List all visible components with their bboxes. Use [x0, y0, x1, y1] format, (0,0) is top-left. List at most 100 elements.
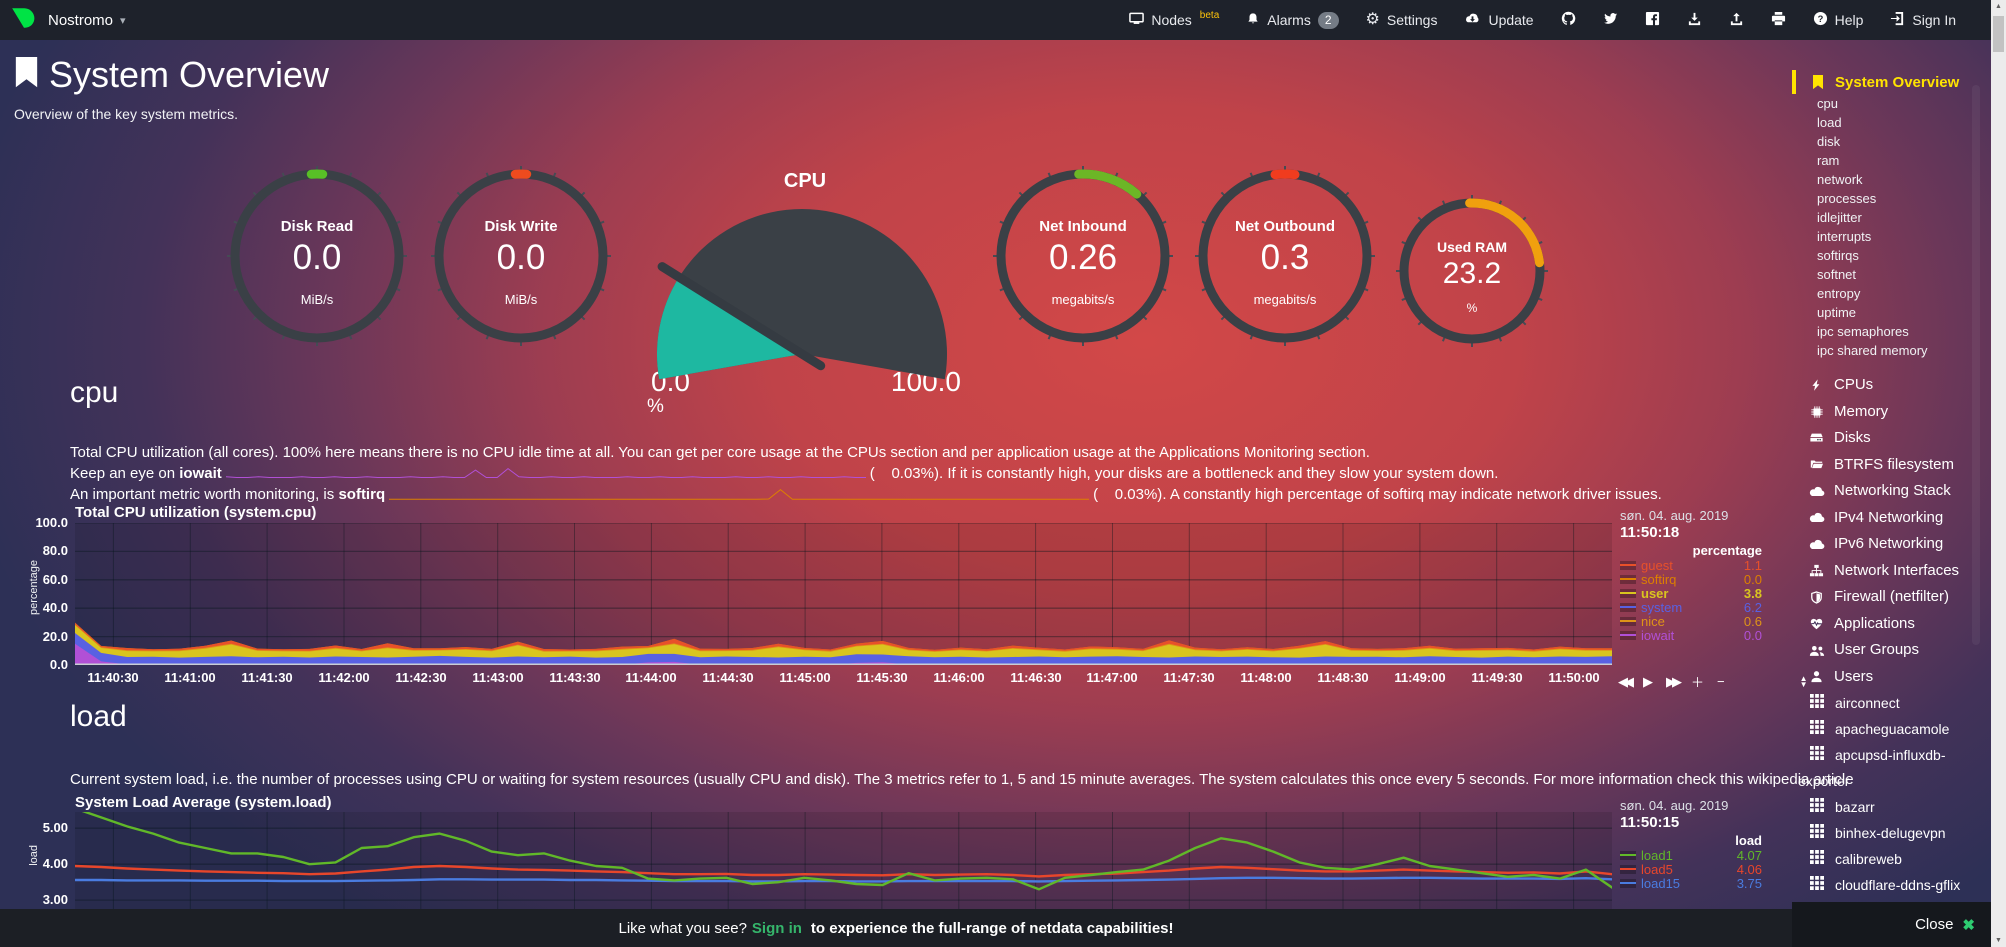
alarms-button[interactable]: Alarms 2	[1246, 11, 1339, 29]
sidebar-item-softnet[interactable]: softnet	[1792, 265, 1991, 284]
github-icon	[1561, 11, 1576, 29]
page-scrollbar[interactable]: ▲ ▼	[1991, 0, 2006, 947]
net-inbound-gauge[interactable]: Net Inbound 0.26 megabits/s	[993, 166, 1173, 346]
sidebar-item-label: softnet	[1817, 267, 1857, 282]
sidebar-item-ipc-semaphores[interactable]: ipc semaphores	[1792, 322, 1991, 341]
sidebar-item-user-groups[interactable]: User Groups	[1792, 637, 1991, 664]
disk-write-gauge[interactable]: Disk Write 0.0 MiB/s	[431, 166, 611, 346]
sidebar-item-label: Network Interfaces	[1834, 561, 1960, 579]
help-button[interactable]: ? Help	[1813, 11, 1863, 29]
help-icon: ?	[1813, 11, 1828, 29]
legend-row-guest[interactable]: guest 1.1	[1620, 558, 1762, 573]
cpu-chart-plot[interactable]	[75, 522, 1612, 666]
cpu-section-heading: cpu	[70, 376, 119, 409]
sidebar-item-label: IPv4 Networking	[1834, 508, 1944, 526]
sidebar-item-entropy[interactable]: entropy	[1792, 284, 1991, 303]
print-button[interactable]	[1771, 11, 1786, 29]
used-ram-gauge[interactable]: Used RAM 23.2 %	[1396, 195, 1548, 347]
sidebar-item-cpu[interactable]: cpu	[1792, 94, 1991, 113]
sidebar-scrollbar[interactable]	[1972, 85, 1980, 645]
banner-text: Like what you see?	[618, 919, 747, 937]
sidebar-item-softirqs[interactable]: softirqs	[1792, 246, 1991, 265]
scroll-thumb[interactable]	[1993, 16, 2004, 52]
update-button[interactable]: Update	[1464, 12, 1534, 28]
legend-row-load15[interactable]: load15 3.75	[1620, 876, 1762, 891]
github-button[interactable]	[1561, 11, 1576, 29]
hostname-dropdown[interactable]: Nostromo ▾	[48, 12, 126, 29]
sidebar-item-applications[interactable]: Applications	[1792, 611, 1991, 638]
sidebar-item-binhex-delugevpn[interactable]: binhex-delugevpn	[1792, 820, 1991, 846]
scroll-down-arrow[interactable]: ▼	[1995, 937, 2002, 944]
cpu-gauge[interactable]: CPU 11.8 0.0 100.0 %	[645, 170, 965, 417]
sidebar-item-idlejitter[interactable]: idlejitter	[1792, 208, 1991, 227]
gauge-unit: MiB/s	[300, 292, 334, 307]
export-button[interactable]	[1729, 11, 1744, 29]
sidebar-item-ipc-shared-memory[interactable]: ipc shared memory	[1792, 341, 1991, 360]
sidebar-item-system-overview[interactable]: System Overview	[1792, 70, 1991, 94]
nodes-button[interactable]: Nodes beta	[1129, 10, 1219, 29]
settings-button[interactable]: ⚙ Settings	[1366, 12, 1438, 29]
legend-row-nice[interactable]: nice 0.6	[1620, 614, 1762, 629]
signin-link[interactable]: Sign in	[751, 919, 802, 937]
sidebar-item-label: BTRFS filesystem	[1834, 455, 1955, 473]
net-outbound-gauge[interactable]: Net Outbound 0.3 megabits/s	[1195, 166, 1375, 346]
y-tick-label: 60.0	[42, 572, 68, 587]
sidebar-item-label: Firewall (netfilter)	[1834, 588, 1950, 605]
resize-handle[interactable]: ▲ ▼	[1799, 674, 1808, 689]
gauge-value: 0.0	[292, 238, 342, 277]
signin-button[interactable]: Sign In	[1890, 11, 1956, 29]
legend-row-iowait[interactable]: iowait 0.0	[1620, 628, 1762, 643]
disk-read-gauge[interactable]: Disk Read 0.0 MiB/s	[227, 166, 407, 346]
close-icon[interactable]: ✖	[1962, 916, 1975, 934]
sidebar-item-cloudflare-ddns-gflix[interactable]: cloudflare-ddns-gflix	[1792, 872, 1991, 898]
legend-row-softirq[interactable]: softirq 0.0	[1620, 572, 1762, 587]
sidebar-item-btrfs-filesystem[interactable]: BTRFS filesystem	[1792, 452, 1991, 479]
legend-row-load1[interactable]: load1 4.07	[1620, 848, 1762, 863]
gauge-title: Disk Write	[484, 218, 558, 235]
pan-left-button[interactable]: ◀◀	[1618, 673, 1634, 689]
sidebar-item-users[interactable]: Users	[1792, 664, 1991, 691]
sidebar-item-load[interactable]: load	[1792, 113, 1991, 132]
sidebar-item-ram[interactable]: ram	[1792, 151, 1991, 170]
import-button[interactable]	[1687, 11, 1702, 29]
scroll-up-arrow[interactable]: ▲	[1995, 3, 2002, 10]
cpu-description-1: Total CPU utilization (all cores). 100% …	[70, 444, 1370, 461]
y-tick-label: 0.0	[49, 657, 68, 672]
sidebar-item-calibreweb[interactable]: calibreweb	[1792, 846, 1991, 872]
facebook-button[interactable]	[1645, 11, 1660, 29]
wikipedia-link[interactable]: this wikipedia article	[1720, 771, 1854, 788]
sidebar-item-airconnect[interactable]: airconnect	[1792, 690, 1991, 716]
sidebar-item-apcupsd-influxdb-exporter[interactable]: apcupsd-influxdb-exporter	[1792, 742, 1991, 794]
sidebar-item-ipv4-networking[interactable]: IPv4 Networking	[1792, 505, 1991, 532]
sidebar-item-interrupts[interactable]: interrupts	[1792, 227, 1991, 246]
sidebar-item-label: entropy	[1817, 286, 1861, 301]
sidebar-item-processes[interactable]: processes	[1792, 189, 1991, 208]
legend-row-system[interactable]: system 6.2	[1620, 600, 1762, 615]
sidebar-item-ipv6-networking[interactable]: IPv6 Networking	[1792, 531, 1991, 558]
pan-right-button[interactable]: ▶▶	[1666, 673, 1682, 689]
sidebar-item-bazarr[interactable]: bazarr	[1792, 794, 1991, 820]
sidebar-item-network[interactable]: network	[1792, 170, 1991, 189]
zoom-out-button[interactable]: −	[1717, 674, 1725, 689]
play-button[interactable]: ▶	[1643, 673, 1653, 689]
chart-toolbar: ◀◀ ▶ ▶▶ ＋ − ▲ ▼	[1618, 672, 1808, 691]
sidebar-item-firewall-netfilter-[interactable]: Firewall (netfilter)	[1792, 584, 1991, 611]
twitter-button[interactable]	[1603, 11, 1618, 29]
twitter-icon	[1603, 11, 1618, 29]
sidebar-item-memory[interactable]: Memory	[1792, 399, 1991, 426]
zoom-in-button[interactable]: ＋	[1691, 675, 1705, 690]
gauge-title: Used RAM	[1436, 239, 1507, 255]
close-button[interactable]: Close	[1915, 916, 1954, 933]
netdata-logo[interactable]	[10, 5, 36, 36]
sidebar-item-disk[interactable]: disk	[1792, 132, 1991, 151]
legend-row-user[interactable]: user 3.8	[1620, 586, 1762, 601]
sidebar-item-disks[interactable]: Disks	[1792, 425, 1991, 452]
y-tick-label: 100.0	[35, 515, 68, 530]
sidebar-item-networking-stack[interactable]: Networking Stack	[1792, 478, 1991, 505]
sidebar-item-label: interrupts	[1817, 229, 1872, 244]
sidebar-item-network-interfaces[interactable]: Network Interfaces	[1792, 558, 1991, 585]
sidebar-item-apacheguacamole[interactable]: apacheguacamole	[1792, 716, 1991, 742]
sidebar-item-uptime[interactable]: uptime	[1792, 303, 1991, 322]
sidebar-item-cpus[interactable]: CPUs	[1792, 372, 1991, 399]
legend-row-load5[interactable]: load5 4.06	[1620, 862, 1762, 877]
